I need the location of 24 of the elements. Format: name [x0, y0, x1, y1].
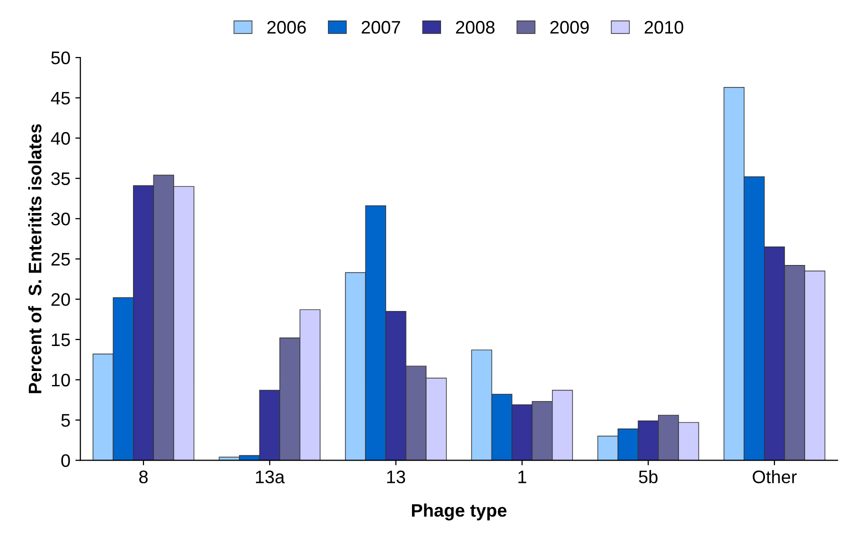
y-tick-label: 20 — [51, 293, 70, 306]
y-axis-title: Percent of S. Enteritits isolates — [28, 124, 42, 394]
y-tick-label: 0 — [61, 454, 70, 468]
y-tick-label: 45 — [50, 92, 70, 105]
legend-label: 2010 — [644, 20, 684, 34]
y-tick-label: 40 — [50, 132, 70, 145]
legend-label: 2008 — [456, 20, 495, 34]
legend-label: 2007 — [362, 20, 400, 34]
x-tick-label: 8 — [139, 470, 148, 484]
x-tick-label: 1 — [518, 470, 526, 484]
y-tick-label: 25 — [51, 252, 70, 266]
y-tick-label: 30 — [51, 212, 70, 226]
x-axis-title: Phage type — [412, 504, 507, 520]
legend-label: 2009 — [550, 20, 589, 34]
y-tick-label: 5 — [61, 414, 70, 427]
y-tick-label: 35 — [51, 172, 70, 186]
y-tick-label: 50 — [51, 51, 70, 64]
y-tick-label: 10 — [52, 374, 70, 386]
x-tick-label: 5b — [638, 470, 658, 484]
x-tick-label: 13 — [387, 470, 406, 484]
legend-label: 2006 — [267, 20, 306, 34]
x-tick-label: 13a — [256, 470, 285, 484]
x-tick-label: Other — [752, 470, 797, 484]
y-tick-label: 15 — [52, 334, 70, 346]
